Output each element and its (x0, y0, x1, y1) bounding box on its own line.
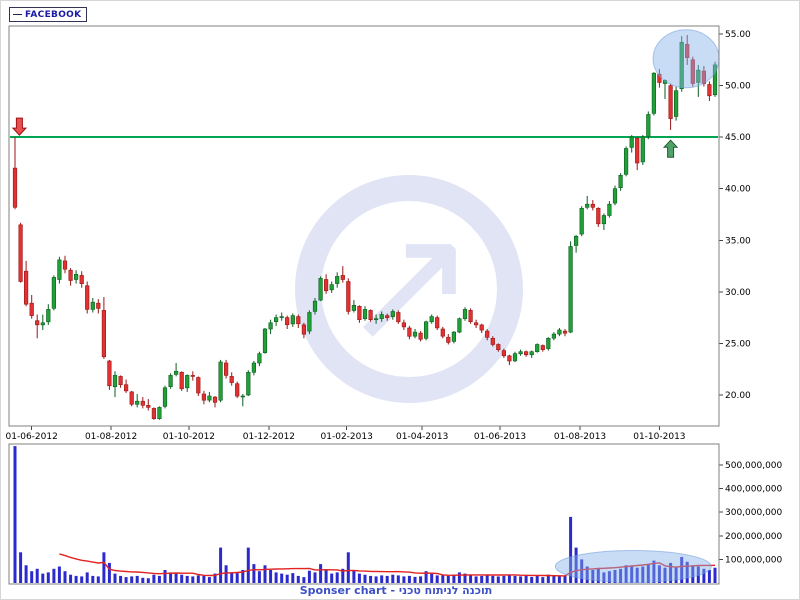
svg-text:01-06-2012: 01-06-2012 (6, 432, 58, 442)
symbol-legend: FACEBOOK (9, 7, 88, 22)
volume-panel-border (8, 443, 720, 585)
watermark-arrow-icon: ↗ (340, 188, 478, 380)
svg-text:30.00: 30.00 (725, 288, 751, 298)
buy-signal-arrow-icon (662, 139, 679, 158)
svg-text:01-02-2013: 01-02-2013 (321, 432, 373, 442)
volume-highlight-ellipse (554, 550, 712, 583)
svg-text:40.00: 40.00 (725, 185, 751, 195)
svg-text:01-08-2012: 01-08-2012 (85, 432, 137, 442)
svg-text:01-10-2012: 01-10-2012 (163, 432, 215, 442)
chart-credit: Sponser chart - תוכנה לניתוח טכני (299, 584, 493, 597)
price-axis: 55.00 50.00 45.00 40.00 35.00 30.00 25.00 20.00 (719, 30, 751, 401)
legend-line-sample-icon (13, 14, 22, 15)
date-axis: 01-06-2012 01-08-2012 01-10-2012 01-12-2012… (6, 426, 686, 442)
svg-text:25.00: 25.00 (725, 339, 751, 349)
svg-text:500,000,000: 500,000,000 (725, 461, 783, 471)
volume-bars (13, 446, 717, 583)
svg-text:35.00: 35.00 (725, 236, 751, 246)
svg-text:45.00: 45.00 (725, 133, 751, 143)
svg-text:01-12-2012: 01-12-2012 (243, 432, 295, 442)
candlesticks (12, 35, 718, 420)
svg-text:200,000,000: 200,000,000 (725, 532, 783, 542)
price-highlight-ellipse (652, 29, 720, 89)
sell-signal-arrow-icon (11, 117, 28, 136)
svg-text:300,000,000: 300,000,000 (725, 508, 783, 518)
svg-text:01-08-2013: 01-08-2013 (554, 432, 606, 442)
svg-text:50.00: 50.00 (725, 82, 751, 92)
svg-text:01-04-2013: 01-04-2013 (396, 432, 448, 442)
svg-text:20.00: 20.00 (725, 391, 751, 401)
symbol-legend-label: FACEBOOK (25, 9, 82, 20)
svg-text:100,000,000: 100,000,000 (725, 555, 783, 565)
svg-text:400,000,000: 400,000,000 (725, 485, 783, 495)
volume-ma-line (59, 553, 716, 577)
price-panel-border (8, 25, 720, 427)
svg-text:01-06-2013: 01-06-2013 (474, 432, 526, 442)
svg-text:01-10-2013: 01-10-2013 (633, 432, 685, 442)
volume-axis: 500,000,000 400,000,000 300,000,000 200,000… (719, 461, 783, 565)
watermark-logo: ↗ (295, 175, 523, 403)
svg-text:55.00: 55.00 (725, 30, 751, 40)
